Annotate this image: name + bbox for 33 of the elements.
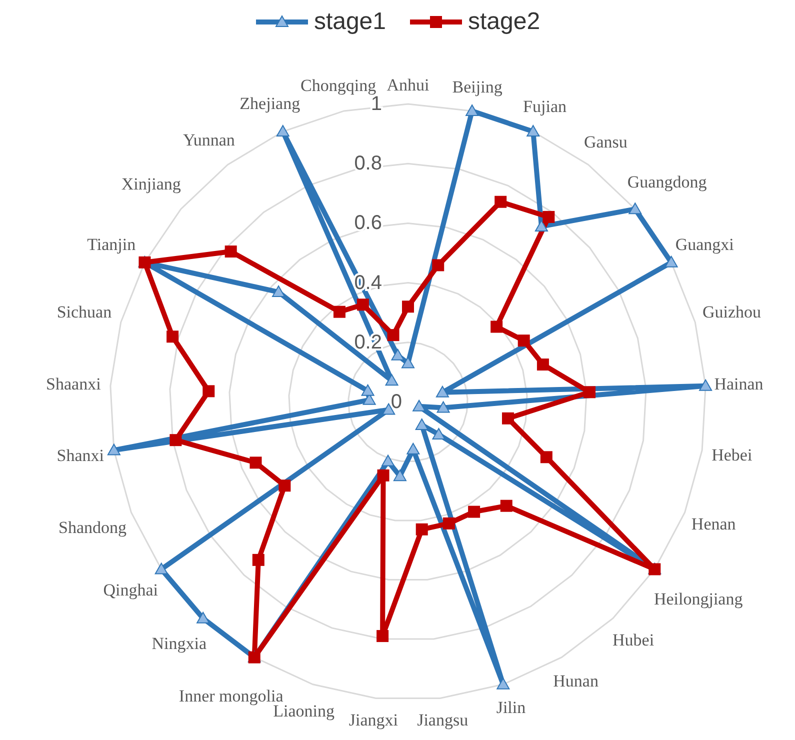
spoke-label: Beijing [452, 78, 503, 97]
spoke-label: Zhejiang [240, 94, 301, 113]
spoke-label: Gansu [584, 132, 628, 152]
spoke-label: Anhui [386, 76, 430, 94]
spoke-label: Fujian [523, 96, 567, 116]
spoke-label: Heilongjiang [654, 589, 744, 608]
spoke-label: Shanxi [56, 446, 104, 466]
legend-label: stage1 [314, 8, 386, 36]
spoke-label: Jilin [496, 698, 526, 718]
spoke-label: Tianjin [87, 235, 136, 254]
spoke-label: Ningxia [152, 634, 207, 654]
spoke-label: Yunnan [182, 130, 236, 150]
spoke-label: Sichuan [56, 302, 112, 322]
y-tick-label: 0.8 [354, 152, 382, 175]
y-tick-label: 0 [390, 391, 402, 413]
spoke-label: Jiangxi [348, 710, 398, 730]
spoke-label: Guangxi [675, 235, 734, 254]
spoke-label: Hunan [553, 671, 599, 690]
spoke-label: Hebei [712, 446, 752, 465]
spoke-label: Guizhou [702, 302, 762, 322]
y-tick-label: 1 [370, 93, 382, 115]
spoke-label: Henan [691, 514, 736, 534]
spoke-label: Shaanxi [46, 374, 102, 394]
spoke-label: Hainan [714, 374, 764, 394]
spoke-label: Jiangsu [417, 710, 469, 730]
spoke-label: Shandong [58, 518, 128, 538]
spoke-label: Qinghai [103, 580, 158, 600]
spoke-label: Guangdong [627, 172, 708, 192]
spoke-label: Chongqing [300, 76, 377, 95]
legend-label: stage2 [468, 8, 540, 36]
spoke-label: Xinjiang [121, 174, 182, 194]
y-tick-label: 0.6 [354, 212, 382, 234]
spoke-label: Hubei [612, 630, 654, 650]
